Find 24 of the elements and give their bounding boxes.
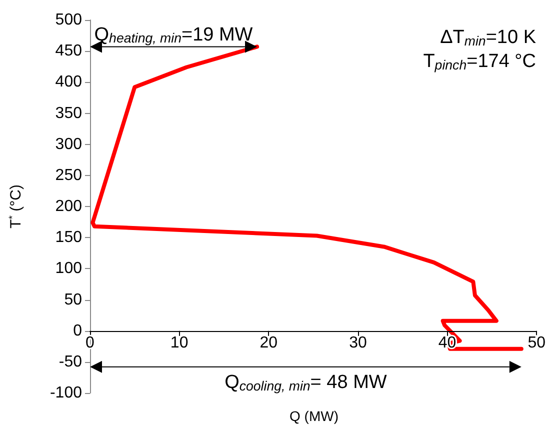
annotation: Qcooling, min= 48 MW [224,372,387,394]
x-tick-label: 50 [528,334,546,352]
y-tick-label: -100 [50,384,82,402]
annotation: Qheating, min=19 MW [94,24,253,46]
x-tick-label: 10 [170,334,188,352]
y-axis-title: T* (°C) [8,184,24,228]
y-tick-label: 300 [55,136,82,153]
y-tick-label: 100 [55,260,82,278]
x-tick-label: 20 [260,334,278,352]
y-tick-label: 200 [55,198,82,215]
y-tick-label: 450 [55,42,82,60]
y-tick-label: 400 [55,74,82,91]
annotation: ΔTmin=10 K [440,27,536,48]
x-tick-label: 0 [86,334,95,352]
annotation: Tpinch=174 °C [423,51,536,72]
y-tick-label: -50 [58,353,82,370]
y-tick-label: 350 [55,104,82,122]
y-tick-label: 0 [73,322,82,340]
y-tick-label: 250 [55,166,82,184]
y-tick-label: 500 [55,12,82,28]
y-tick-label: 50 [64,291,82,308]
x-axis-title: Q (MW) [290,408,338,424]
x-tick-label: 30 [349,334,367,352]
y-tick-label: 150 [55,229,82,246]
